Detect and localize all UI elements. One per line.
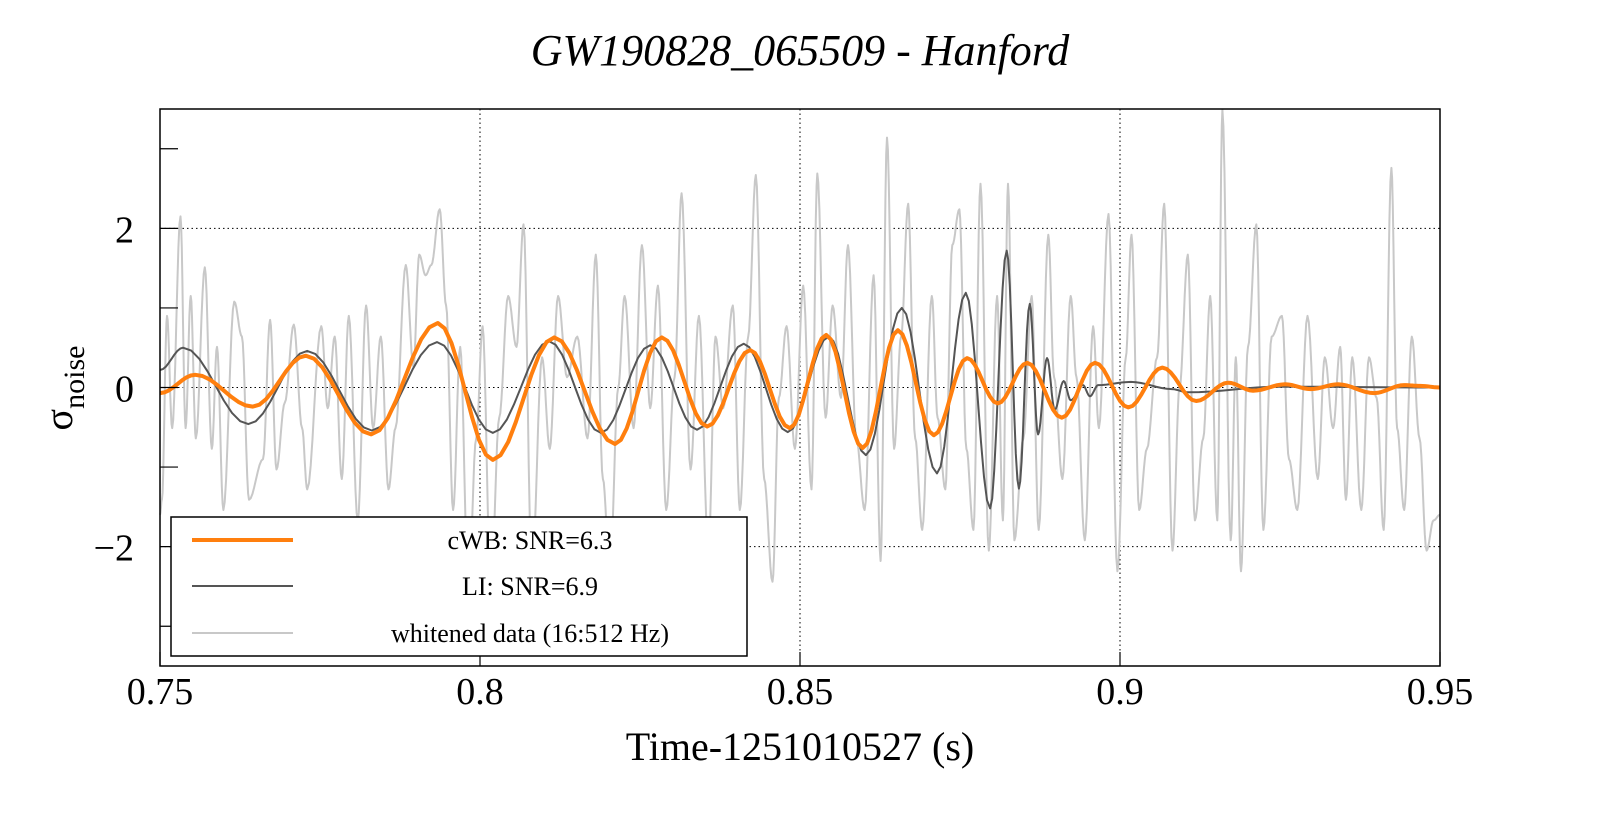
x-tick-label: 0.85 [767,671,834,713]
x-axis-label: Time-1251010527 (s) [626,724,975,769]
y-tick-label: 0 [115,369,134,411]
x-tick-label: 0.95 [1407,671,1474,713]
series-line-1 [159,249,1440,510]
chart-title: GW190828_065509 - Hanford [531,26,1071,75]
plot-frame [159,108,1441,667]
y-tick-label: 2 [115,209,134,251]
legend-label: cWB: SNR=6.3 [448,526,613,555]
y-tick-label: −2 [94,528,134,570]
y-axis-label-subscript: noise [58,346,91,409]
x-tick-label: 0.8 [456,671,504,713]
legend-label: whitened data (16:512 Hz) [391,619,669,648]
x-tick-label: 0.75 [127,671,194,713]
series-line-0 [159,108,1441,596]
series-group [159,108,1441,596]
legend-label: LI: SNR=6.9 [462,572,598,601]
x-tick-label: 0.9 [1096,671,1144,713]
y-axis-label: σnoise [36,346,91,431]
series-line-2 [159,321,1441,462]
legend: cWB: SNR=6.3 LI: SNR=6.9 whitened data (16… [170,516,748,657]
svg-text:σnoise: σnoise [36,346,91,431]
y-axis-label-symbol: σ [36,409,81,431]
